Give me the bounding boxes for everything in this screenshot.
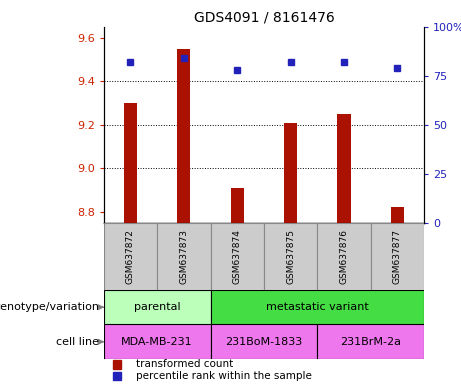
Text: metastatic variant: metastatic variant <box>266 302 369 312</box>
Text: parental: parental <box>134 302 180 312</box>
Text: GSM637875: GSM637875 <box>286 229 295 284</box>
Title: GDS4091 / 8161476: GDS4091 / 8161476 <box>194 10 334 24</box>
Bar <box>211 324 317 359</box>
Bar <box>317 324 424 359</box>
Text: GSM637874: GSM637874 <box>233 229 242 284</box>
Text: cell line: cell line <box>56 337 99 347</box>
Text: transformed count: transformed count <box>136 359 233 369</box>
Bar <box>371 223 424 290</box>
Text: 231BoM-1833: 231BoM-1833 <box>225 337 302 347</box>
Bar <box>177 49 190 223</box>
Bar <box>317 223 371 290</box>
Bar <box>284 122 297 223</box>
Bar <box>104 324 211 359</box>
Bar <box>211 290 424 324</box>
Bar <box>230 188 244 223</box>
Bar <box>264 223 317 290</box>
Bar <box>124 103 137 223</box>
Text: MDA-MB-231: MDA-MB-231 <box>121 337 193 347</box>
Bar <box>337 114 351 223</box>
Text: GSM637872: GSM637872 <box>126 229 135 284</box>
Text: percentile rank within the sample: percentile rank within the sample <box>136 371 312 381</box>
Text: genotype/variation: genotype/variation <box>0 302 99 312</box>
Text: GSM637877: GSM637877 <box>393 229 402 284</box>
Text: GSM637876: GSM637876 <box>339 229 349 284</box>
Text: 231BrM-2a: 231BrM-2a <box>340 337 401 347</box>
Bar <box>391 207 404 223</box>
Text: GSM637873: GSM637873 <box>179 229 189 284</box>
Bar <box>104 223 157 290</box>
Bar <box>104 290 211 324</box>
Bar <box>157 223 211 290</box>
Bar <box>211 223 264 290</box>
